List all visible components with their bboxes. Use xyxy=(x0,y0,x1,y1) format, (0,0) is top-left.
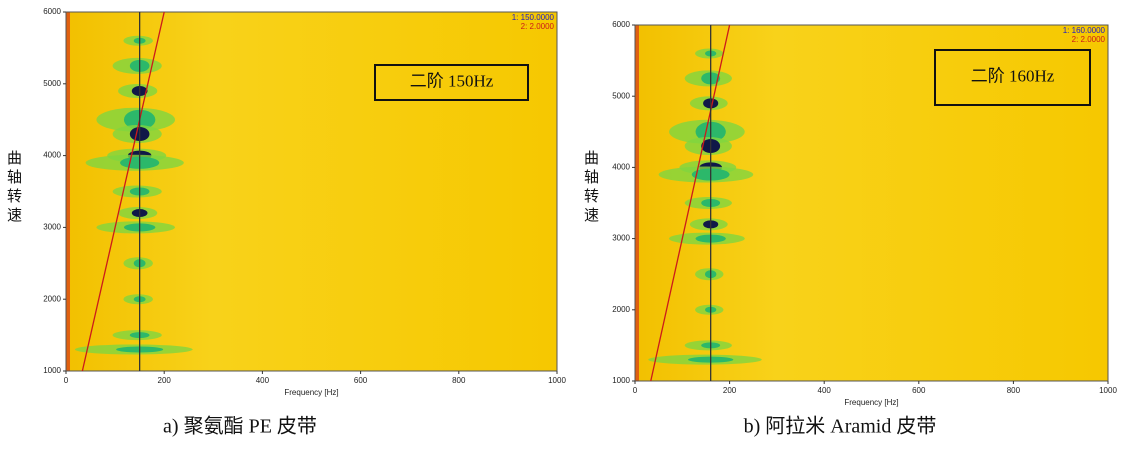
cursor-readout: 1: 160.0000 xyxy=(1063,26,1106,35)
x-tick-label: 1000 xyxy=(548,376,566,385)
x-tick-label: 1000 xyxy=(1099,386,1117,395)
order-readout: 2: 2.0000 xyxy=(521,22,555,31)
y-tick-label: 3000 xyxy=(612,234,630,243)
y-axis-label: 曲轴转速 xyxy=(5,150,23,226)
y-tick-label: 5000 xyxy=(43,79,61,88)
y-tick-label: 2000 xyxy=(43,294,61,303)
x-axis-label: Frequency [Hz] xyxy=(284,388,338,397)
y-tick-label: 2000 xyxy=(612,305,630,314)
y-tick-label: 1000 xyxy=(43,366,61,375)
y-tick-label: 1000 xyxy=(612,376,630,385)
heatmap-edge xyxy=(66,12,70,371)
x-tick-label: 200 xyxy=(723,386,737,395)
x-tick-label: 400 xyxy=(818,386,832,395)
caption: b) 阿拉米 Aramid 皮带 xyxy=(744,415,937,438)
annotation: 二阶 150Hz xyxy=(410,71,494,90)
heatmap-edge xyxy=(635,25,639,381)
caption: a) 聚氨酯 PE 皮带 xyxy=(163,415,317,438)
x-tick-label: 600 xyxy=(354,376,368,385)
y-tick-label: 6000 xyxy=(612,20,630,29)
x-tick-label: 800 xyxy=(452,376,466,385)
x-tick-label: 600 xyxy=(912,386,926,395)
annotation: 二阶 160Hz xyxy=(971,66,1055,85)
order-line xyxy=(81,11,165,372)
x-tick-label: 400 xyxy=(256,376,270,385)
y-tick-label: 3000 xyxy=(43,223,61,232)
annotation-box xyxy=(934,49,1091,106)
x-tick-label: 200 xyxy=(158,376,172,385)
y-tick-label: 6000 xyxy=(43,7,61,16)
x-tick-label: 800 xyxy=(1007,386,1021,395)
y-tick-label: 4000 xyxy=(43,151,61,160)
y-axis-label: 曲轴转速 xyxy=(582,150,600,226)
order-line xyxy=(650,24,731,382)
plot-frame xyxy=(634,24,1109,382)
y-tick-label: 4000 xyxy=(612,163,630,172)
x-axis-label: Frequency [Hz] xyxy=(844,398,898,407)
plot-frame xyxy=(65,11,558,372)
x-tick-label: 0 xyxy=(633,386,638,395)
annotation-box xyxy=(374,64,529,101)
x-tick-label: 0 xyxy=(64,376,69,385)
order-readout: 2: 2.0000 xyxy=(1072,35,1106,44)
cursor-readout: 1: 150.0000 xyxy=(512,13,555,22)
y-tick-label: 5000 xyxy=(612,91,630,100)
